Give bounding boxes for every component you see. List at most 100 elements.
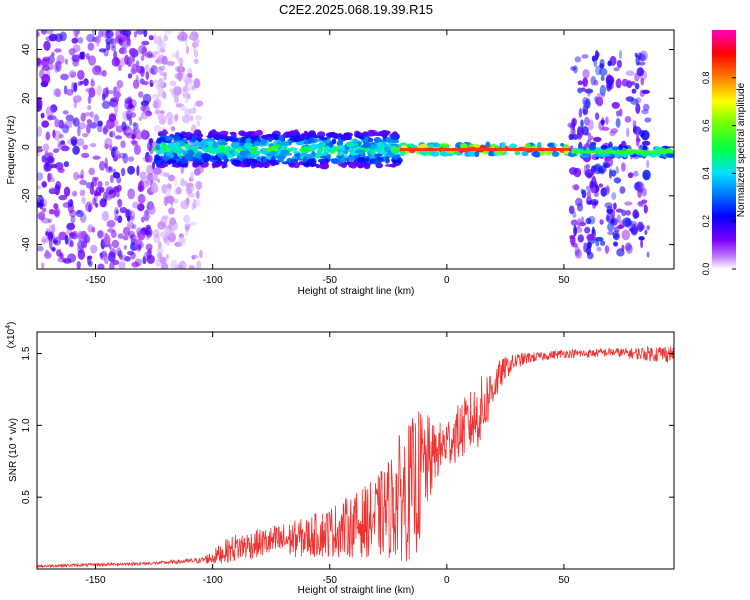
- heatmap-cell-0: [124, 99, 133, 110]
- heatmap-cell-1: [190, 254, 199, 259]
- heatmap-cell-0: [91, 30, 97, 36]
- heatmap-cell-2: [276, 150, 282, 154]
- heatmap-cell-0: [37, 126, 42, 137]
- heatmap-cell-0: [70, 71, 77, 78]
- heatmap-cell-4: [606, 162, 611, 168]
- heatmap-cell-0: [45, 30, 54, 35]
- heatmap-cell-4: [570, 235, 576, 246]
- heatmap-cell-1: [184, 75, 190, 84]
- heatmap-cell-0: [151, 161, 156, 170]
- heatmap-cell-1: [180, 200, 190, 210]
- heatmap-cell-0: [145, 243, 153, 251]
- heatmap-cell-0: [40, 112, 45, 119]
- colorbar-ticks: 0.0 0.2 0.4 0.6 0.8: [701, 72, 736, 275]
- heatmap-cell-3: [430, 150, 440, 157]
- heatmap-cell-0: [37, 172, 44, 181]
- heatmap-cell-4: [613, 67, 620, 72]
- heatmap-cell-2: [377, 149, 385, 155]
- heatmap-cell-0: [97, 263, 105, 269]
- heatmap-cell-4: [577, 125, 582, 135]
- heatmap-cell-2: [162, 155, 172, 161]
- heatmap-cell-1: [156, 35, 163, 46]
- heatmap-cell-4: [646, 159, 650, 169]
- heatmap-cell-0: [48, 152, 54, 162]
- heatmap-cell-4: [628, 227, 634, 232]
- heatmap-cell-4: [596, 246, 602, 252]
- heatmap-cell-1: [195, 115, 203, 121]
- heatmap-cell-0: [75, 209, 84, 218]
- heatmap-cell-0: [119, 57, 125, 68]
- heatmap-cell-4: [632, 170, 639, 177]
- heatmap-cell-2: [392, 149, 400, 154]
- heatmap-cell-0: [54, 33, 63, 42]
- heatmap-cell-4: [586, 88, 591, 97]
- heatmap-cell-4: [573, 225, 577, 237]
- heatmap-cell-0: [117, 198, 123, 208]
- heatmap-cell-5: [618, 144, 623, 151]
- heatmap-cell-2: [317, 158, 326, 163]
- heatmap-cell-2: [393, 154, 401, 159]
- heatmap-cell-0: [109, 131, 113, 138]
- heatmap-cell-0: [141, 40, 150, 46]
- snr-xtick-label: 0: [444, 575, 450, 586]
- heatmap-cell-0: [66, 222, 76, 231]
- heatmap-cell-2: [208, 149, 215, 154]
- heatmap-cell-0: [53, 130, 62, 141]
- colorbar-tick-label: 0.6: [701, 119, 711, 132]
- heatmap-cell-1: [159, 71, 168, 77]
- heatmap-cell-4: [574, 249, 583, 259]
- heatmap-cell-2: [308, 162, 317, 168]
- heatmap-cell-0: [122, 153, 129, 164]
- snr-plot-frame: [36, 331, 675, 570]
- heatmap-cell-4: [583, 116, 590, 126]
- heatmap-cell-0: [77, 126, 81, 137]
- heatmap-cell-0: [72, 190, 78, 197]
- heatmap-cell-4: [630, 224, 638, 235]
- heatmap-cell-1: [152, 51, 161, 55]
- heatmap-cell-4: [584, 169, 594, 178]
- heatmap-cell-1: [166, 60, 175, 66]
- heatmap-cell-0: [135, 74, 139, 83]
- spectrogram-ytick-label: 40: [21, 44, 32, 56]
- heatmap-cell-0: [48, 177, 56, 183]
- heatmap-cell-0: [88, 55, 97, 66]
- heatmap-cell-2: [281, 161, 290, 165]
- heatmap-cell-0: [96, 85, 102, 96]
- heatmap-cell-0: [127, 230, 135, 239]
- heatmap-cell-2: [319, 137, 328, 141]
- heatmap-cell-4: [619, 186, 626, 194]
- heatmap-cell-4: [634, 52, 638, 58]
- heatmap-cell-0: [58, 133, 64, 139]
- heatmap-cell-0: [127, 54, 136, 65]
- heatmap-cell-2: [311, 150, 316, 158]
- heatmap-cell-4: [615, 166, 619, 175]
- heatmap-cell-0: [60, 73, 69, 81]
- heatmap-cell-4: [582, 108, 587, 114]
- heatmap-cell-2: [155, 144, 161, 151]
- heatmap-cell-0: [37, 31, 40, 38]
- heatmap-cell-2: [269, 150, 278, 156]
- heatmap-cell-2: [279, 134, 284, 142]
- heatmap-cell-2: [292, 150, 299, 154]
- heatmap-cell-3: [508, 143, 518, 150]
- heatmap-cell-4: [577, 87, 583, 94]
- heatmap-cell-0: [143, 214, 151, 220]
- heatmap-cell-4: [646, 225, 650, 231]
- heatmap-cell-0: [55, 61, 60, 68]
- heatmap-cell-2: [268, 145, 279, 152]
- heatmap-cell-0: [129, 112, 137, 118]
- heatmap-cell-4: [606, 80, 612, 92]
- heatmap-cell-1: [170, 197, 174, 207]
- heatmap-cell-5: [600, 145, 608, 150]
- heatmap-cell-0: [124, 209, 133, 219]
- snr-x-ticks: -150 -100 -50 0 50: [86, 332, 570, 586]
- heatmap-cell-1: [152, 93, 161, 99]
- heatmap-cell-1: [186, 93, 191, 100]
- heatmap-cell-0: [72, 145, 80, 155]
- heatmap-cell-0: [104, 157, 108, 168]
- heatmap-cell-4: [635, 103, 641, 114]
- heatmap-cell-2: [357, 156, 365, 164]
- heatmap-cell-0: [108, 113, 117, 122]
- heatmap-cell-2: [217, 139, 227, 146]
- heatmap-cell-4: [595, 240, 600, 247]
